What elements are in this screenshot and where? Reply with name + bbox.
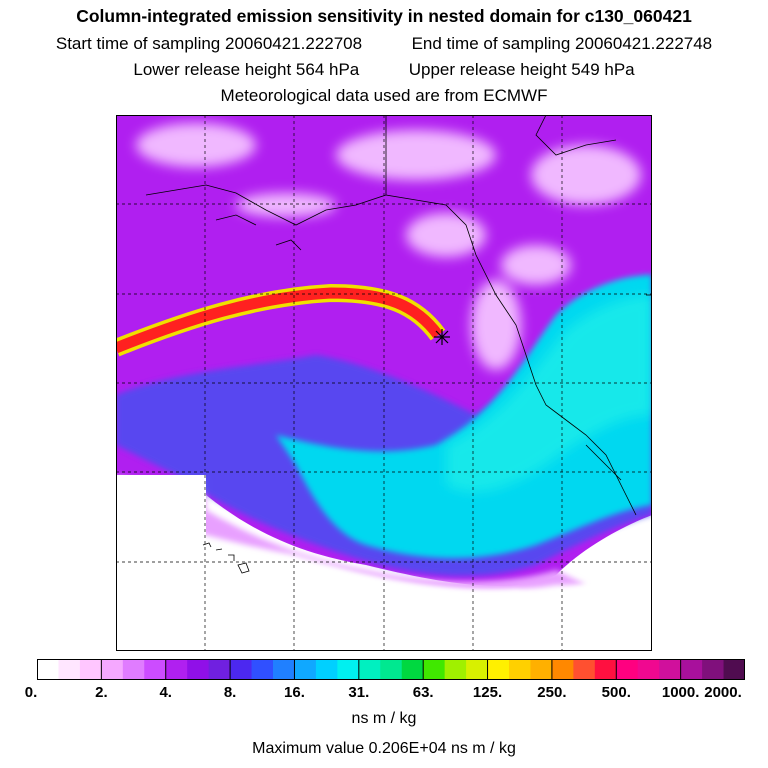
sampling-times: Start time of sampling 20060421.222708 E…: [0, 34, 768, 54]
colorbar-tick-label: 0.: [24, 684, 38, 701]
white-nesting-corner: [116, 475, 206, 651]
colorbar-swatch: [58, 659, 81, 680]
colorbar-tick-label: 2.: [95, 684, 108, 701]
colorbar-units: ns m / kg: [351, 710, 417, 727]
lower-value: 564 hPa: [295, 60, 360, 79]
colorbar-swatch: [315, 659, 338, 680]
upper-label: Upper release height: [408, 60, 567, 79]
hawaii-islands: [202, 542, 250, 574]
colorbar-tick-label: 4.: [159, 684, 172, 701]
colorbar-swatch: [401, 659, 424, 680]
colorbar-tick-label: 500.: [601, 684, 631, 701]
colorbar-swatch: [273, 659, 295, 680]
colorbar-swatch: [358, 659, 381, 680]
colorbar-swatch: [466, 659, 489, 680]
plume-red-core: [116, 287, 443, 354]
colorbar-swatch: [187, 659, 210, 680]
max-label: Maximum value: [252, 740, 365, 757]
colorbar-swatch: [122, 659, 145, 680]
colorbar-swatch: [551, 659, 574, 680]
light-pink-patches: [136, 123, 641, 370]
colorbar-tick-label: 250.: [537, 684, 567, 701]
colorbar-swatch: [573, 659, 596, 680]
cyan-core: [446, 295, 652, 493]
colorbar-swatch: [509, 659, 531, 680]
maximum-value: Maximum value 0.206E+04 ns m / kg: [0, 740, 768, 758]
colorbar-swatch: [723, 659, 745, 680]
colorbar-frame: [37, 659, 745, 680]
colorbar-tick-label: 16.: [284, 684, 305, 701]
colorbar-tick-label: 63.: [412, 684, 434, 701]
colorbar-swatch: [659, 659, 682, 680]
release-point-marker: [434, 329, 450, 345]
emission-sensitivity-map: [116, 115, 652, 651]
colorbar-swatch: [251, 659, 274, 680]
colorbar-swatch: [337, 659, 360, 680]
colorbar: [37, 659, 745, 680]
lower-label: Lower release height: [133, 60, 292, 79]
colorbar-tick-label: 2000.: [704, 684, 742, 701]
plot-title: Column-integrated emission sensitivity i…: [76, 6, 692, 26]
colorbar-swatch: [294, 659, 317, 680]
max-number: 0.206E+04 ns m / kg: [368, 740, 516, 757]
colorbar-swatch: [702, 659, 725, 680]
map-frame: [116, 115, 652, 651]
start-label: Start time of sampling: [55, 34, 221, 53]
colorbar-swatch: [444, 659, 467, 680]
start-value: 20060421.222708: [225, 34, 363, 53]
colorbar-tick-label: 125.: [472, 684, 503, 701]
colorbar-swatch: [79, 659, 102, 680]
colorbar-swatch: [165, 659, 188, 680]
colorbar-swatch: [208, 659, 231, 680]
colorbar-swatch: [101, 659, 124, 680]
colorbar-swatch: [680, 659, 703, 680]
colorbar-swatch: [594, 659, 617, 680]
colorbar-swatch: [423, 659, 446, 680]
colorbar-swatch: [144, 659, 167, 680]
colorbar-tick-label: 31.: [348, 684, 370, 701]
end-label: End time of sampling: [411, 34, 571, 53]
colorbar-swatch: [487, 659, 510, 680]
colorbar-swatch: [637, 659, 660, 680]
coastlines: [145, 115, 652, 516]
lat-lon-grid: [116, 115, 652, 651]
colorbar-swatch: [37, 659, 59, 680]
colorbar-swatch: [380, 659, 403, 680]
release-heights: Lower release height 564 hPa Upper relea…: [0, 60, 768, 80]
colorbar-tick-label: 8.: [223, 684, 237, 701]
colorbar-swatch: [530, 659, 553, 680]
white-bottom: [206, 545, 652, 651]
colorbar-swatch: [230, 659, 253, 680]
upper-value: 549 hPa: [571, 60, 635, 79]
colorbar-tick-label: 1000.: [661, 684, 700, 701]
end-value: 20060421.222748: [575, 34, 713, 53]
colorbar-swatch: [616, 659, 639, 680]
met-data-note: Meteorological data used are from ECMWF: [220, 86, 548, 105]
